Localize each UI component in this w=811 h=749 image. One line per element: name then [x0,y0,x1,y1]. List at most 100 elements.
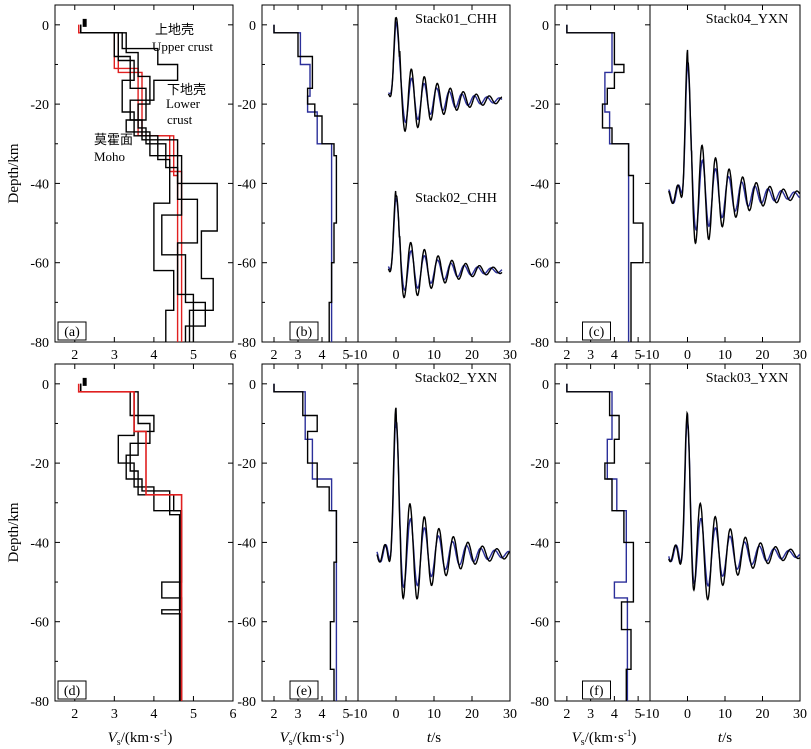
trace-name-c-0: Stack04_YXN [706,12,788,27]
x-axis-label-vs-1: Vs/(km·s-1) [108,728,173,748]
y-axis-label-bottom: Depth/km [6,502,22,562]
wave-xtick-label-f: -10 [641,707,660,722]
wave-xtick-label-f: 20 [756,707,770,722]
wave-xtick-label-e: 30 [503,707,517,722]
panel-label-f: (f) [590,684,604,699]
xtick-label-b: 5 [343,348,350,363]
ytick-label-b: -40 [237,177,256,192]
wave-xtick-label-b: 30 [503,348,517,363]
blue-model-e [273,383,338,701]
trace-name-f-0: Stack03_YXN [706,371,788,386]
panel-label-box-e [289,680,319,700]
x-axis-label-vs-3: Vs/(km·s-1) [572,728,637,748]
xtick-label-f: 5 [635,707,642,722]
wave-xtick-label-e: 0 [393,707,400,722]
xtick-label-e: 3 [295,707,302,722]
ytick-label-c: -20 [530,98,549,113]
panel-frame-b [261,4,359,343]
black-model-d-2 [80,383,182,701]
annotation-3: Lower [166,96,201,111]
x-axis-label-t-2: t/s [718,730,732,746]
annotation-6: Moho [94,149,125,164]
panel-frame-e [261,363,359,702]
xtick-label-c: 3 [587,348,594,363]
wave-xtick-label-e: -10 [349,707,368,722]
red-model-d [77,383,183,701]
ytick-label-f: -80 [530,695,549,710]
ytick-label-b: -20 [237,98,256,113]
x-axis-label-t-1: t/s [427,730,441,746]
blue-model-f [566,383,629,701]
annotation-0: 上地壳 [155,22,194,37]
panel-frame-a [54,4,234,343]
ytick-label-e: -80 [237,695,256,710]
observed-trace-b-1 [387,190,503,299]
wave-xtick-label-c: -10 [641,348,660,363]
panel-label-d: (d) [64,684,81,699]
xtick-label-d: 2 [71,707,78,722]
black-model-d-0 [80,383,183,701]
wave-xtick-label-c: 20 [756,348,770,363]
panel-frame-f [554,363,651,702]
blue-model-b [273,24,333,342]
ytick-label-a: -40 [30,177,49,192]
wave-xtick-label-b: -10 [349,348,368,363]
ytick-label-f: -40 [530,536,549,551]
surface-marker-d [82,377,87,386]
wave-frame-c [649,4,801,343]
xtick-label-f: 4 [611,707,618,722]
wave-xtick-label-c: 30 [793,348,807,363]
panel-label-box-b [289,321,319,341]
ytick-label-d: -20 [30,457,49,472]
ytick-label-e: -20 [237,457,256,472]
ytick-label-e: 0 [249,378,256,393]
ytick-label-a: -60 [30,257,49,272]
ytick-label-c: -80 [530,336,549,351]
y-axis-label-top: Depth/km [6,143,22,203]
wave-xtick-label-b: 10 [427,348,441,363]
wave-xtick-label-c: 10 [718,348,732,363]
xtick-label-a: 6 [230,348,237,363]
ytick-label-b: -60 [237,257,256,272]
wave-frame-f [649,363,801,702]
xtick-label-a: 4 [150,348,157,363]
xtick-label-b: 4 [319,348,326,363]
trace-name-b-0: Stack01_CHH [415,12,497,27]
wave-xtick-label-e: 20 [465,707,479,722]
observed-trace-f-0 [668,410,801,601]
ytick-label-e: -60 [237,616,256,631]
panel-label-e: (e) [296,684,312,699]
ytick-label-b: 0 [249,19,256,34]
wave-xtick-label-e: 10 [427,707,441,722]
ytick-label-c: 0 [542,19,549,34]
panel-label-c: (c) [589,325,605,340]
ytick-label-d: -40 [30,536,49,551]
trace-name-b-1: Stack02_CHH [415,191,497,206]
xtick-label-b: 3 [295,348,302,363]
xtick-label-a: 5 [190,348,197,363]
annotation-1: Upper crust [152,39,213,54]
black-model-d-1 [80,383,181,701]
ytick-label-c: -40 [530,177,549,192]
xtick-label-f: 2 [563,707,570,722]
panel-label-box-f [582,680,611,700]
wave-xtick-label-f: 0 [684,707,691,722]
trace-name-e-0: Stack02_YXN [415,371,497,386]
wave-xtick-label-f: 10 [718,707,732,722]
ytick-label-d: 0 [42,378,49,393]
observed-trace-c-0 [668,49,801,245]
xtick-label-f: 3 [587,707,594,722]
ytick-label-a: -20 [30,98,49,113]
black-model-f [566,383,635,701]
xtick-label-a: 2 [71,348,78,363]
black-model-a-3 [80,24,206,342]
ytick-label-f: 0 [542,378,549,393]
panel-label-box-a [57,321,87,341]
annotation-4: crust [167,112,193,127]
ytick-label-f: -60 [530,616,549,631]
wave-frame-b [357,4,511,343]
xtick-label-e: 5 [343,707,350,722]
x-axis-label-vs-2: Vs/(km·s-1) [280,728,345,748]
panel-frame-c [554,4,651,343]
